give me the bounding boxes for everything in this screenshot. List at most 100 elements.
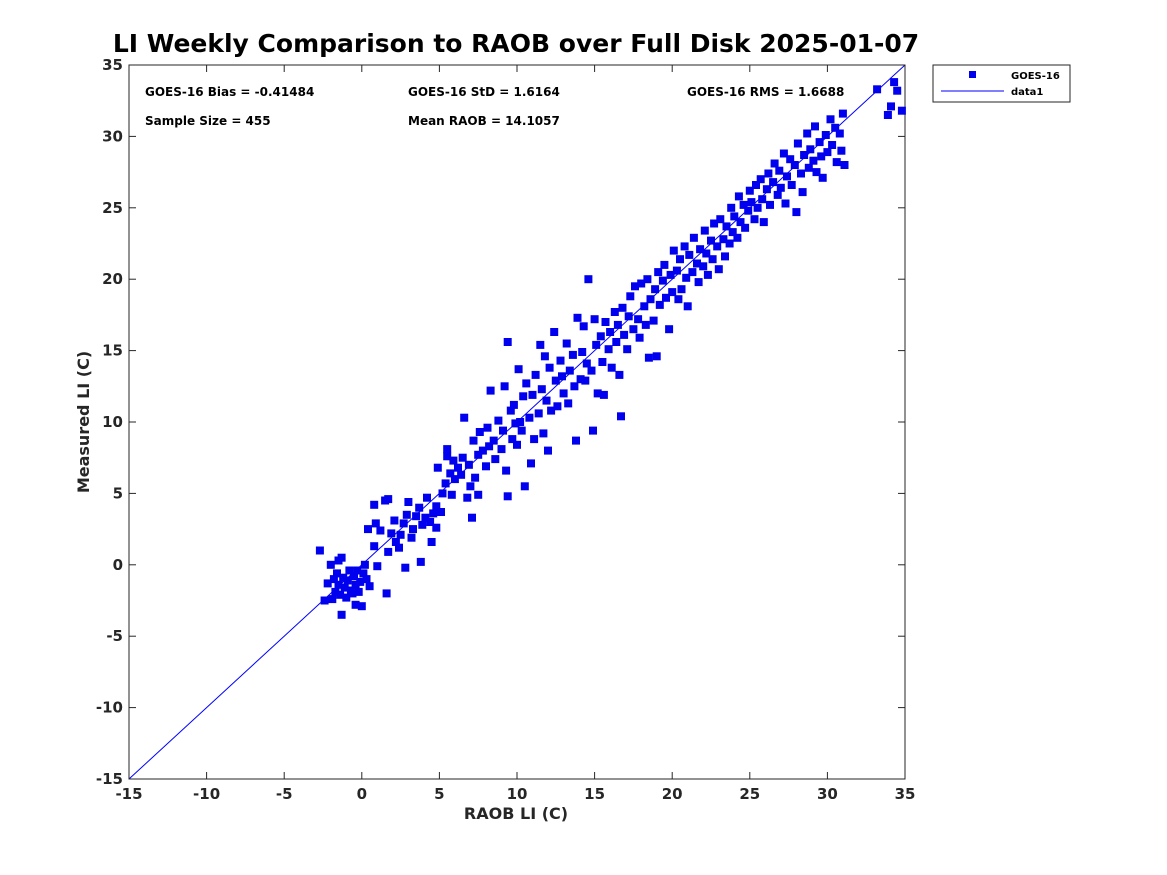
stat-std: GOES-16 StD = 1.6164 xyxy=(408,85,560,99)
data-point xyxy=(651,285,660,294)
data-point xyxy=(384,547,393,556)
x-tick-label: 30 xyxy=(817,785,838,803)
data-point xyxy=(710,219,719,228)
y-tick-label: 5 xyxy=(113,484,123,502)
data-point xyxy=(744,206,753,215)
data-point xyxy=(537,385,546,394)
y-tick-label: -15 xyxy=(96,770,123,788)
data-point xyxy=(652,352,661,361)
data-point xyxy=(793,139,802,148)
y-tick-label: 30 xyxy=(102,127,123,145)
data-point xyxy=(540,352,549,361)
legend-marker-goes16 xyxy=(969,71,976,78)
data-point xyxy=(475,428,484,436)
data-point xyxy=(534,409,543,418)
data-point xyxy=(812,168,821,177)
data-point xyxy=(674,295,683,304)
data-point xyxy=(404,498,413,506)
data-point xyxy=(519,392,528,401)
y-tick-label: 25 xyxy=(102,199,123,217)
data-point xyxy=(838,109,847,118)
data-point xyxy=(539,429,548,438)
data-point xyxy=(779,149,788,158)
stat-rms: GOES-16 RMS = 1.6688 xyxy=(687,85,844,99)
data-point xyxy=(415,503,424,512)
x-tick-label: 20 xyxy=(662,785,683,803)
data-point xyxy=(384,495,393,504)
data-point xyxy=(623,345,632,354)
data-point xyxy=(730,212,739,221)
data-point xyxy=(646,295,655,304)
data-point xyxy=(722,222,731,231)
data-point xyxy=(699,262,708,271)
data-point xyxy=(643,275,652,284)
data-point xyxy=(677,285,686,294)
data-point xyxy=(458,453,467,462)
data-point xyxy=(432,502,441,511)
data-point xyxy=(399,519,408,528)
data-point xyxy=(464,460,473,469)
data-point xyxy=(412,512,421,521)
data-point xyxy=(741,223,750,232)
data-point xyxy=(337,553,346,562)
data-point xyxy=(323,579,332,588)
y-tick-label: 10 xyxy=(102,413,123,431)
data-point xyxy=(438,489,447,498)
data-point xyxy=(786,155,795,164)
data-point xyxy=(482,462,490,471)
data-point xyxy=(497,445,506,454)
data-point xyxy=(466,482,475,491)
data-point xyxy=(700,226,709,235)
data-point xyxy=(897,106,906,115)
data-point xyxy=(544,446,552,455)
data-point xyxy=(559,389,568,398)
data-point xyxy=(775,166,784,175)
data-point xyxy=(396,530,405,539)
x-axis-label: RAOB LI (C) xyxy=(464,804,568,823)
data-point xyxy=(776,183,785,192)
data-point xyxy=(890,78,899,87)
data-point xyxy=(582,359,591,368)
data-point xyxy=(494,416,503,425)
data-point xyxy=(449,456,458,465)
data-point xyxy=(599,390,608,399)
data-point xyxy=(725,239,734,248)
data-point xyxy=(551,376,560,385)
data-point xyxy=(579,322,588,331)
data-point xyxy=(803,129,812,138)
data-point xyxy=(457,470,466,479)
data-point xyxy=(391,538,400,546)
data-point xyxy=(387,529,396,538)
data-point xyxy=(773,190,782,199)
data-point xyxy=(831,123,840,132)
data-point xyxy=(542,396,551,405)
data-point xyxy=(689,233,698,242)
y-tick-label: 20 xyxy=(102,270,123,288)
data-point xyxy=(601,318,610,326)
data-point xyxy=(568,350,577,359)
data-point xyxy=(727,203,736,212)
data-point xyxy=(666,270,675,279)
data-point xyxy=(337,610,346,619)
data-point xyxy=(747,198,756,207)
data-point xyxy=(326,560,335,569)
data-point xyxy=(370,542,379,551)
data-point xyxy=(432,523,441,532)
data-point xyxy=(818,173,827,182)
data-point xyxy=(478,446,487,455)
data-point xyxy=(474,450,483,459)
data-point xyxy=(696,245,705,254)
x-tick-label: 5 xyxy=(434,785,444,803)
data-point xyxy=(762,185,771,194)
data-point xyxy=(443,445,452,454)
data-point xyxy=(804,163,813,172)
data-point xyxy=(682,273,691,282)
data-point xyxy=(883,111,892,119)
data-point xyxy=(739,200,748,209)
data-point xyxy=(823,148,832,157)
data-point xyxy=(800,151,809,159)
data-point xyxy=(781,199,790,208)
data-point xyxy=(556,356,565,365)
data-point xyxy=(617,412,625,421)
